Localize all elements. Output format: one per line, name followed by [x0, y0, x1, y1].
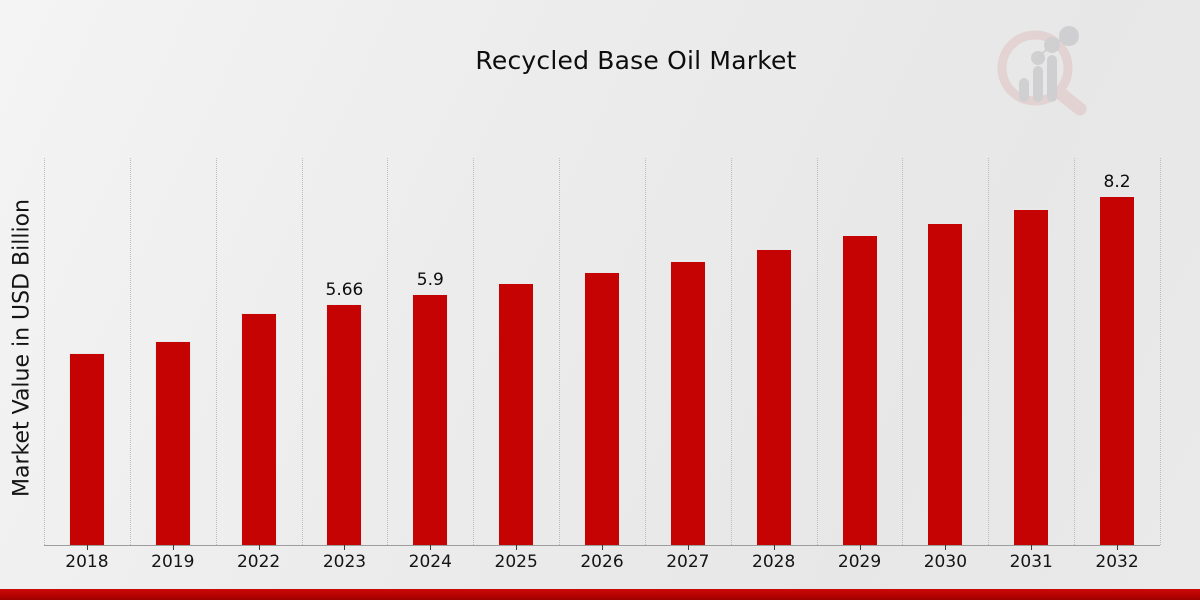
x-axis-label-2026: 2026 — [580, 552, 624, 572]
x-axis-tick — [773, 545, 775, 550]
bar-value-label: 5.9 — [416, 270, 444, 291]
chart-title: Recycled Base Oil Market — [475, 46, 797, 75]
logo-dot-large — [1059, 26, 1079, 46]
bottom-accent-stripe — [0, 589, 1200, 600]
magnifier-ring — [997, 30, 1073, 106]
x-axis-tick — [859, 545, 861, 550]
gridline — [644, 158, 646, 545]
x-axis-tick — [1031, 545, 1033, 550]
x-axis-label-2027: 2027 — [666, 552, 710, 572]
y-axis-label: Market Value in USD Billion — [9, 198, 35, 498]
x-axis-label-2032: 2032 — [1095, 552, 1139, 572]
bar-value-label: 5.66 — [325, 280, 364, 301]
x-axis-tick — [687, 545, 689, 550]
magnifier-bar-chart-logo — [997, 26, 1087, 116]
x-axis-label-2025: 2025 — [494, 552, 538, 572]
gridline — [129, 158, 131, 545]
x-axis-tick — [602, 545, 603, 550]
x-axis-tick — [516, 545, 518, 550]
x-axis-label-2031: 2031 — [1009, 552, 1053, 572]
gridline — [559, 158, 561, 545]
trend-line — [1036, 44, 1053, 59]
gridline — [902, 158, 904, 545]
bar-2019 — [154, 341, 191, 545]
x-axis-label-2030: 2030 — [923, 552, 968, 572]
logo-bar-large — [1047, 55, 1057, 102]
gridline — [1160, 158, 1161, 545]
bar-2022 — [240, 313, 277, 545]
bar-2031 — [1013, 209, 1050, 545]
bar-2030 — [927, 222, 964, 545]
logo-bar-small — [1019, 78, 1029, 102]
x-axis-label-2028: 2028 — [752, 552, 796, 572]
x-axis-label-2029: 2029 — [837, 552, 882, 572]
x-axis-tick — [172, 545, 174, 550]
logo-bar-medium — [1033, 66, 1043, 102]
gridline — [44, 158, 45, 545]
gridline — [1074, 158, 1076, 545]
bar-2027 — [669, 260, 706, 545]
x-axis-tick — [86, 545, 88, 550]
magnifier-handle — [1053, 86, 1087, 116]
x-axis-label-2024: 2024 — [408, 552, 452, 572]
bar-2018 — [68, 353, 105, 545]
bar-value-label: 8.2 — [1103, 172, 1131, 193]
gridline — [816, 158, 818, 545]
x-axis-tick — [945, 545, 947, 550]
bar-2028 — [755, 248, 792, 545]
x-axis-label-2023: 2023 — [322, 552, 367, 572]
x-axis-label-2019: 2019 — [151, 552, 195, 572]
bar-2026 — [584, 271, 620, 545]
gridline — [730, 158, 732, 545]
x-axis-tick — [344, 545, 346, 550]
gridline — [473, 158, 475, 545]
x-axis-label-2022: 2022 — [236, 552, 281, 572]
trend-line — [1051, 35, 1069, 46]
x-axis-tick — [430, 545, 432, 550]
logo-dot-medium — [1044, 37, 1060, 53]
bar-2024 — [412, 294, 449, 545]
bar-2025 — [498, 283, 535, 545]
bar-2032 — [1099, 196, 1136, 545]
gridline — [988, 158, 990, 545]
x-axis-label-2018: 2018 — [65, 552, 109, 572]
gridline — [215, 158, 217, 545]
x-axis-tick — [1117, 545, 1119, 550]
x-axis-tick — [258, 545, 260, 550]
bar-2023 — [326, 304, 363, 545]
gridline — [301, 158, 303, 545]
plot-area: 2018 2019 2022 5.66 2023 5.9 2024 2025 2026 2027 2… — [44, 158, 1161, 572]
bar-2029 — [841, 235, 878, 545]
gridline — [387, 158, 389, 545]
logo-dot-small — [1031, 51, 1045, 65]
